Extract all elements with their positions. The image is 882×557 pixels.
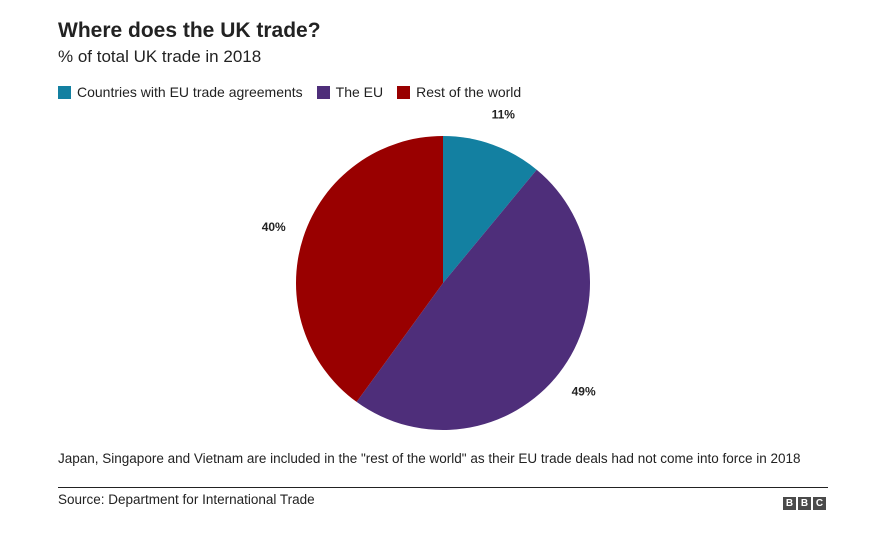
bbc-logo: B B C xyxy=(783,497,828,510)
bbc-logo-letter-1: B xyxy=(783,497,796,510)
pie-slice-rest-of-the-world xyxy=(296,136,443,402)
legend-label-rest-of-world: Rest of the world xyxy=(416,84,522,100)
legend-item-rest-of-world: Rest of the world xyxy=(397,84,521,100)
chart-subtitle: % of total UK trade in 2018 xyxy=(58,47,262,66)
bbc-logo-letter-3: C xyxy=(813,497,826,510)
legend-item-the-eu: The EU xyxy=(316,84,384,100)
legend-item-eu-agreements: Countries with EU trade agreements xyxy=(58,84,303,100)
pie-label-countries-with-eu-trade-agreements: 11% xyxy=(492,108,516,122)
chart-footnote: Japan, Singapore and Vietnam are include… xyxy=(58,451,801,466)
chart-legend: Countries with EU trade agreements The E… xyxy=(58,84,535,100)
pie-slice-countries-with-eu-trade-agreements xyxy=(443,136,537,283)
legend-swatch-eu-agreements xyxy=(58,85,71,99)
legend-label-the-eu: The EU xyxy=(335,84,384,100)
legend-swatch-the-eu xyxy=(316,85,330,99)
legend-swatch-rest-of-world xyxy=(397,85,411,99)
bbc-logo-letter-2: B xyxy=(798,497,811,510)
legend-label-eu-agreements: Countries with EU trade agreements xyxy=(77,84,303,100)
chart-title: Where does the UK trade? xyxy=(58,19,321,42)
pie-slice-the-eu xyxy=(356,169,591,431)
pie-label-the-eu: 49% xyxy=(572,384,596,398)
pie-label-rest-of-the-world: 40% xyxy=(262,220,286,234)
footer-divider xyxy=(58,487,828,488)
chart-source: Source: Department for International Tra… xyxy=(58,492,315,507)
